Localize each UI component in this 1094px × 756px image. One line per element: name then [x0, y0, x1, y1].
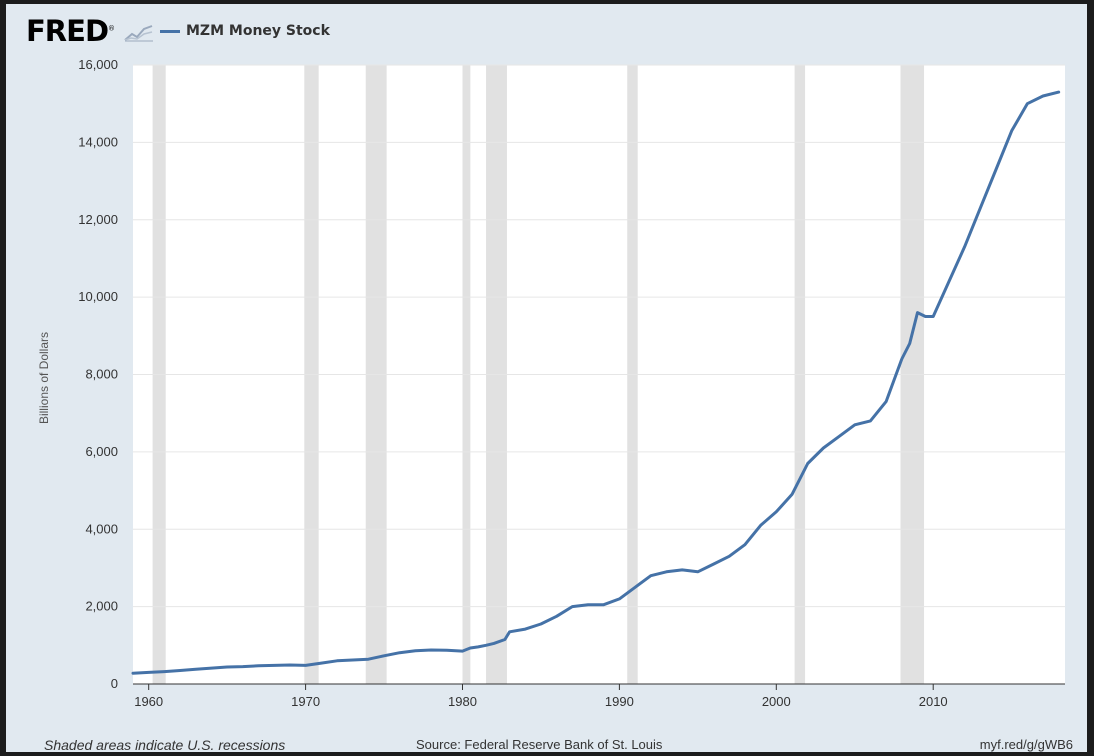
y-tick-label: 10,000 — [78, 289, 118, 304]
y-tick-label: 16,000 — [78, 57, 118, 72]
y-tick-label: 0 — [111, 676, 118, 691]
x-tick-label: 1980 — [448, 694, 477, 709]
small-line-graph-icon — [124, 25, 153, 42]
fred-logo[interactable]: FRED® — [26, 14, 115, 48]
source-note: Source: Federal Reserve Bank of St. Loui… — [416, 737, 663, 752]
y-tick-label: 8,000 — [85, 367, 118, 382]
chart-legend: MZM Money Stock — [160, 23, 330, 39]
x-tick-label: 2010 — [919, 694, 948, 709]
x-tick-label: 1990 — [605, 694, 634, 709]
logo-text: FRED — [26, 14, 109, 48]
short-url-link[interactable]: myf.red/g/gWB6 — [979, 737, 1073, 752]
series-line-mzm-money-stock — [131, 90, 1061, 675]
x-tick-label: 1970 — [291, 694, 320, 709]
x-tick-label: 2000 — [762, 694, 791, 709]
y-tick-label: 4,000 — [85, 521, 118, 536]
y-tick-label: 6,000 — [85, 444, 118, 459]
recession-note: Shaded areas indicate U.S. recessions — [44, 737, 286, 753]
logo-registered-mark: ® — [108, 24, 115, 33]
y-tick-label: 2,000 — [85, 599, 118, 614]
y-tick-label: 14,000 — [78, 134, 118, 149]
legend-swatch — [160, 29, 180, 33]
x-tick-label: 1960 — [134, 694, 163, 709]
legend-label[interactable]: MZM Money Stock — [186, 23, 330, 39]
y-tick-label: 12,000 — [78, 212, 118, 227]
